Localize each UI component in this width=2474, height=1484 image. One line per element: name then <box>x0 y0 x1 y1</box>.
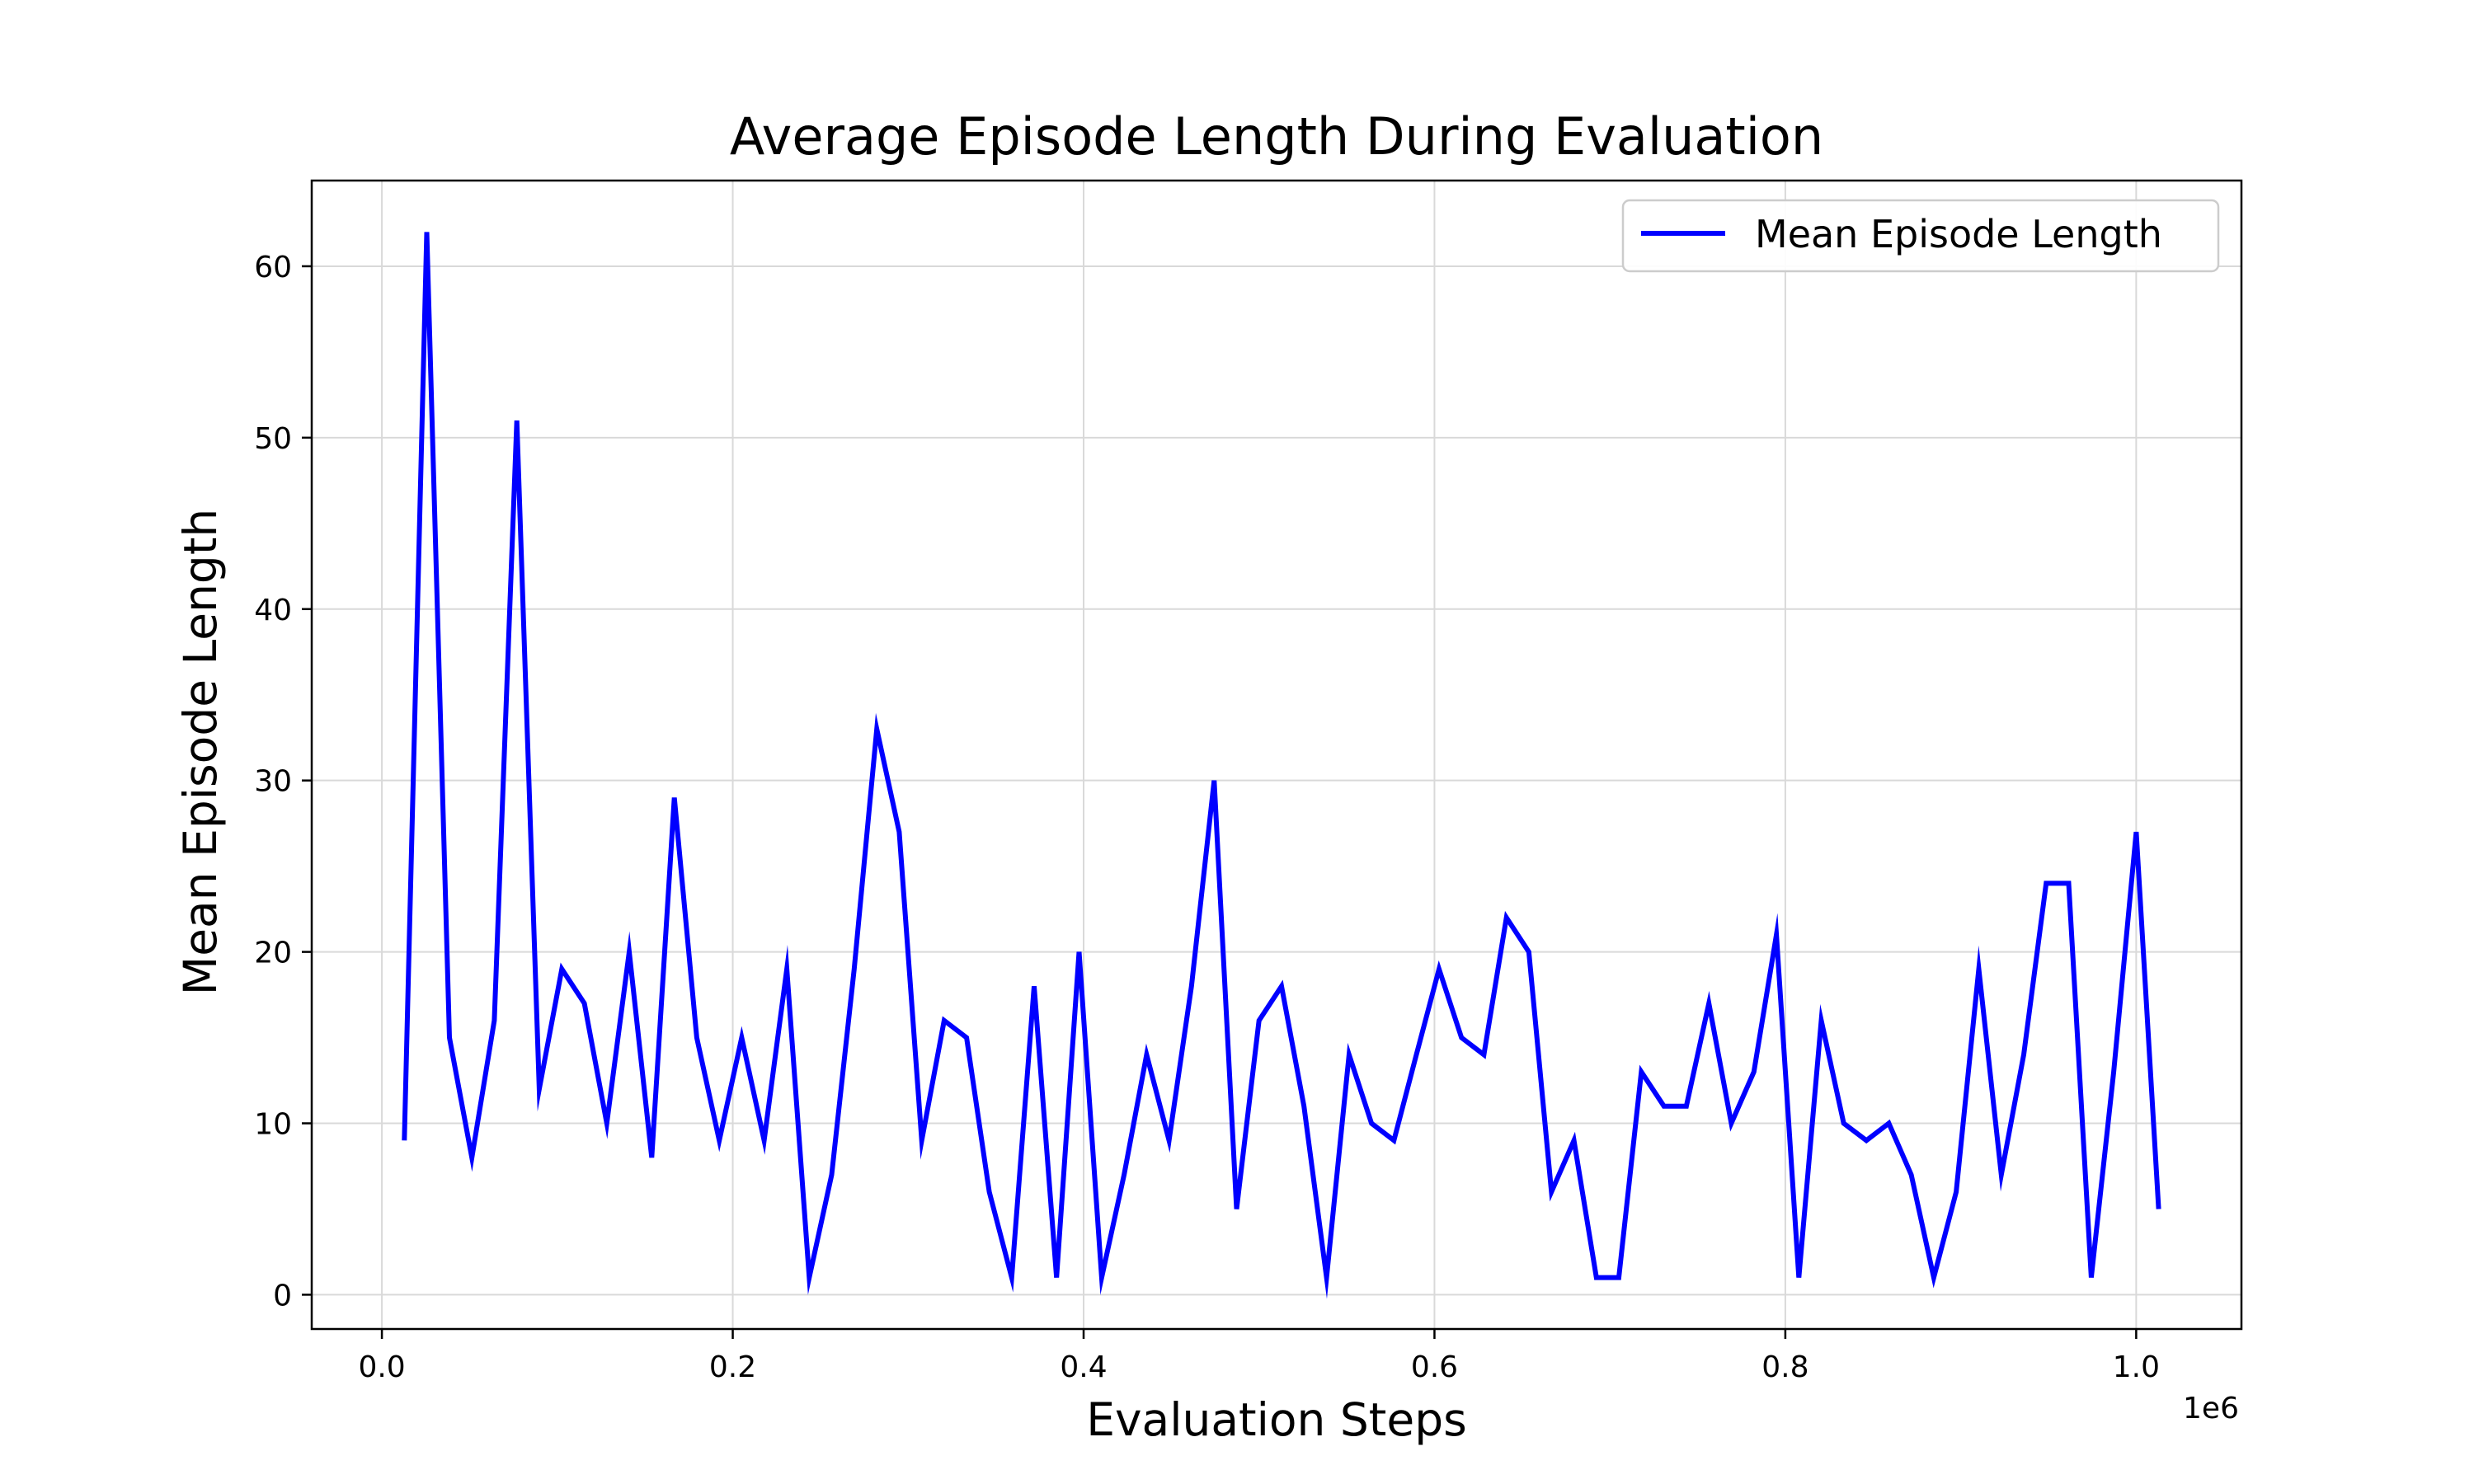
x-tick-label: 0.8 <box>1761 1350 1808 1384</box>
y-tick-label: 20 <box>254 937 292 970</box>
y-axis-ticks: 0 10 20 30 40 50 60 <box>254 251 312 1313</box>
series-line <box>402 232 2161 1299</box>
y-tick-label: 30 <box>254 765 292 799</box>
x-axis-scale-label: 1e6 <box>2183 1392 2239 1425</box>
legend-label: Mean Episode Length <box>1755 212 2162 256</box>
series-layer <box>402 232 2161 1299</box>
plot-frame <box>310 179 2243 1331</box>
y-tick-label: 50 <box>254 422 292 456</box>
legend-box <box>1621 199 2220 273</box>
legend: Mean Episode Length <box>1621 199 2220 273</box>
x-tick-label: 0.0 <box>358 1350 405 1384</box>
x-tick-label: 1.0 <box>2113 1350 2160 1384</box>
x-tick-label: 0.6 <box>1411 1350 1458 1384</box>
x-axis-label: Evaluation Steps <box>1086 1393 1467 1446</box>
x-axis-ticks: 0.0 0.2 0.4 0.6 0.8 1.0 <box>358 1329 2160 1384</box>
y-tick-label: 0 <box>273 1279 292 1313</box>
chart-title: Average Episode Length During Evaluation <box>730 106 1823 167</box>
y-tick-label: 60 <box>254 251 292 284</box>
y-tick-label: 10 <box>254 1108 292 1142</box>
x-tick-label: 0.2 <box>709 1350 756 1384</box>
grid <box>312 181 2241 1329</box>
x-tick-label: 0.4 <box>1060 1350 1107 1384</box>
y-axis-label: Mean Episode Length <box>174 509 227 996</box>
y-tick-label: 40 <box>254 594 292 627</box>
